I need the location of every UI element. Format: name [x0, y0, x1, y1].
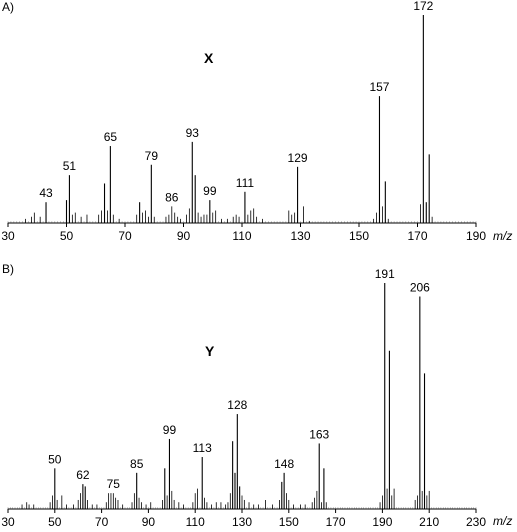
peak-label-a: 157	[369, 80, 389, 94]
x-tick-label-a: 90	[177, 229, 191, 243]
x-tick-label-a: 130	[290, 229, 310, 243]
x-tick-label-b: 110	[186, 515, 205, 529]
x-axis-label-b: m/z	[493, 514, 513, 528]
peak-label-b: 99	[163, 423, 177, 437]
peak-label-a: 99	[203, 184, 217, 198]
x-tick-label-b: 230	[466, 515, 486, 529]
x-tick-label-a: 190	[466, 229, 486, 243]
peak-label-b: 113	[193, 441, 212, 455]
peak-label-b: 148	[274, 457, 294, 471]
x-tick-label-b: 70	[95, 515, 109, 529]
x-tick-label-b: 170	[326, 515, 346, 529]
x-tick-label-b: 50	[48, 515, 62, 529]
peak-label-a: 172	[413, 0, 433, 13]
peak-label-b: 128	[227, 398, 247, 412]
peak-label-a: 86	[165, 190, 179, 204]
x-tick-label-a: 50	[60, 229, 74, 243]
peak-label-b: 163	[309, 427, 329, 441]
x-tick-label-a: 170	[407, 229, 427, 243]
peak-label-a: 65	[104, 130, 118, 144]
peak-label-a: 93	[186, 126, 200, 140]
peak-label-a: 51	[63, 159, 77, 173]
peak-label-b: 75	[107, 477, 121, 491]
x-tick-label-a: 70	[118, 229, 132, 243]
x-tick-label-b: 90	[142, 515, 156, 529]
peak-label-a: 129	[288, 151, 308, 165]
peak-label-b: 62	[76, 468, 90, 482]
peak-label-a: 43	[39, 186, 53, 200]
x-tick-label-a: 110	[232, 229, 251, 243]
peak-label-a: 79	[145, 149, 159, 163]
x-axis-label-a: m/z	[493, 229, 513, 243]
x-tick-label-b: 190	[372, 515, 392, 529]
compound-label-b: Y	[205, 343, 215, 359]
peak-label-b: 85	[130, 457, 144, 471]
x-tick-label-b: 150	[279, 515, 299, 529]
peak-label-b: 191	[375, 267, 395, 281]
x-tick-label-b: 30	[1, 515, 15, 529]
compound-label-a: X	[204, 50, 214, 66]
peak-label-a: 111	[236, 176, 255, 190]
peak-label-b: 206	[410, 281, 430, 295]
x-tick-label-b: 210	[419, 515, 439, 529]
x-tick-label-a: 30	[1, 229, 15, 243]
panel-label-a: A)	[2, 0, 14, 14]
panel-label-b: B)	[2, 262, 14, 276]
x-tick-label-b: 130	[232, 515, 252, 529]
peak-label-b: 50	[48, 452, 62, 466]
x-tick-label-a: 150	[349, 229, 369, 243]
